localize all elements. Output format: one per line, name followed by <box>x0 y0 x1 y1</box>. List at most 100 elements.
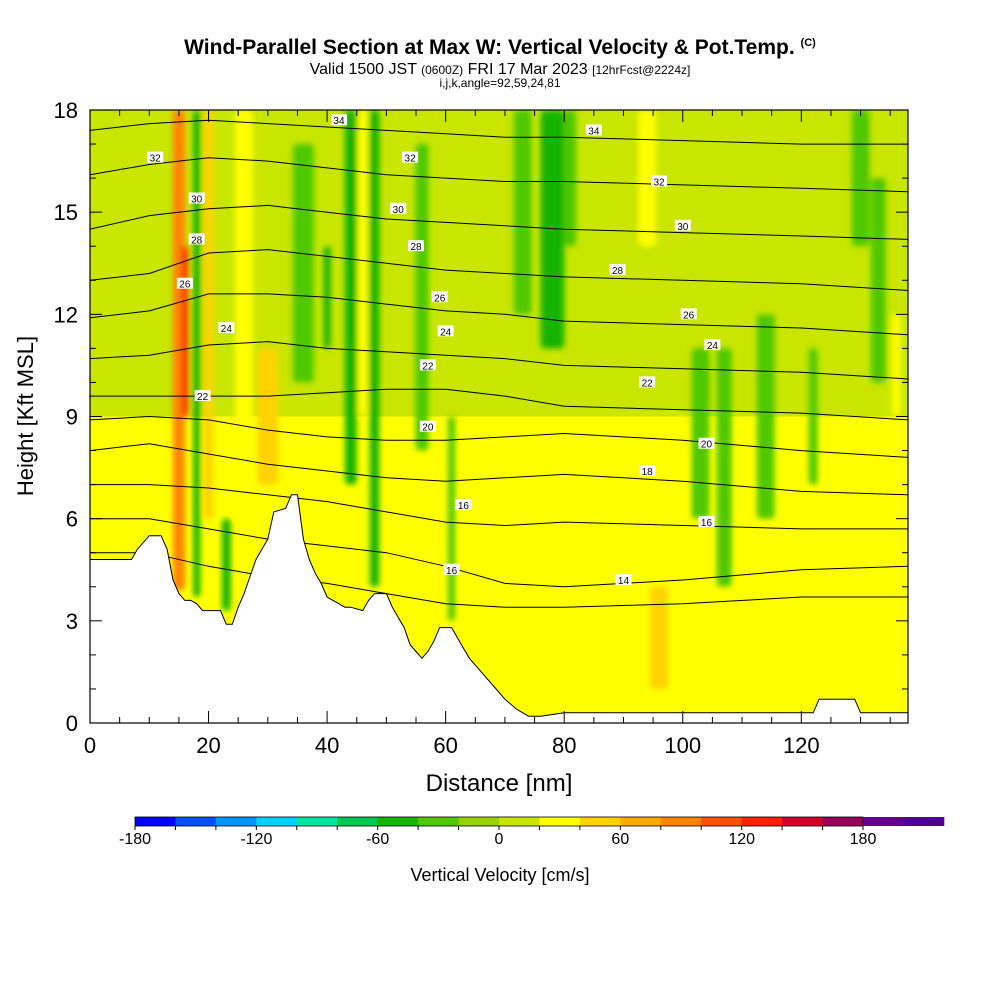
velocity-cell <box>540 110 565 349</box>
theta-contour-30 <box>90 204 908 240</box>
colorbar-swatch <box>782 817 823 826</box>
theta-contour-28 <box>90 249 908 291</box>
contour-label: 30 <box>674 219 691 233</box>
colorbar-tick-label: 120 <box>728 831 755 848</box>
contour-label: 20 <box>698 437 715 451</box>
velocity-cell <box>891 314 901 417</box>
contour-label: 24 <box>704 338 721 352</box>
contour-label: 22 <box>639 376 656 389</box>
contour-label-bg <box>674 219 691 231</box>
velocity-cell <box>650 586 668 689</box>
contour-label-bg <box>402 151 419 163</box>
colorbar-swatch <box>135 817 176 826</box>
colorbar-swatch <box>296 817 338 826</box>
contour-label: 16 <box>443 563 460 577</box>
chart-title: Wind-Parallel Section at Max W: Vertical… <box>184 36 816 59</box>
velocity-cell <box>235 110 254 519</box>
contour-label-bg <box>390 202 407 214</box>
x-axis-title: Distance [nm] <box>426 770 573 797</box>
terrain-shape <box>89 494 909 724</box>
chart-subtitle: Valid 1500 JST (0600Z) FRI 17 Mar 2023 [… <box>309 61 691 78</box>
contour-label-text: 28 <box>410 242 422 253</box>
contour-label-text: 24 <box>707 341 719 352</box>
velocity-cell <box>756 314 775 519</box>
colorbar-swatch <box>418 817 459 826</box>
contour-label-text: 30 <box>677 222 689 233</box>
contour-label: 32 <box>147 151 164 165</box>
contour-label: 34 <box>330 114 347 127</box>
contour-label-text: 16 <box>701 518 713 529</box>
contour-label-text: 30 <box>191 195 203 206</box>
velocity-cell <box>181 246 188 417</box>
velocity-cell <box>513 110 532 315</box>
contour-label: 32 <box>651 175 668 189</box>
contour-label-text: 22 <box>422 361 434 372</box>
contour-label-text: 22 <box>642 378 654 389</box>
contour-label-bg <box>698 516 715 528</box>
colorbar: -180 -120 -60 0 60 120 180 <box>119 816 945 848</box>
contour-label-text: 32 <box>405 154 417 165</box>
colorbar-swatch <box>741 817 783 826</box>
colorbar-swatch <box>215 817 257 826</box>
colorbar-tick-label: -180 <box>119 831 151 848</box>
contour-label-bg <box>419 420 436 432</box>
contour-label: 30 <box>188 192 205 206</box>
theta-contour-16 <box>90 518 908 588</box>
velocity-cell <box>293 144 314 383</box>
colorbar-tick-label: 180 <box>850 831 877 848</box>
colorbar-title: Vertical Velocity [cm/s] <box>410 865 589 885</box>
contour-label-bg <box>147 151 164 163</box>
velocity-cell <box>691 348 710 519</box>
contour-label: 16 <box>698 516 715 529</box>
x-tick-label: 40 <box>315 733 339 758</box>
theta-contours <box>90 119 908 608</box>
contour-label-bg <box>704 338 721 350</box>
colorbar-swatch <box>822 817 864 826</box>
theta-contour-24 <box>90 341 908 380</box>
colorbar-swatch <box>175 817 217 826</box>
contour-label-bg <box>639 464 656 476</box>
velocity-cell <box>448 416 456 621</box>
contour-label: 16 <box>455 499 472 512</box>
velocity-cell <box>193 110 201 597</box>
contour-label-text: 26 <box>179 280 191 291</box>
x-tick-label: 120 <box>783 733 820 758</box>
contour-label: 14 <box>615 573 632 587</box>
contour-label-bg <box>431 291 448 303</box>
contour-label-text: 24 <box>440 327 452 338</box>
contour-label-text: 28 <box>612 266 624 277</box>
contour-label-bg <box>437 325 454 337</box>
contour-label-text: 34 <box>588 126 600 137</box>
y-tick-label: 15 <box>54 200 78 225</box>
axes: 0 20 40 60 80 100 120 0 3 6 9 12 15 18 <box>54 98 909 758</box>
contour-label-bg <box>698 437 715 449</box>
velocity-cell <box>851 110 870 247</box>
velocity-cell <box>716 348 732 587</box>
contour-label-text: 22 <box>197 392 209 403</box>
contour-label: 26 <box>431 291 448 304</box>
copyright-mark: (C) <box>800 37 816 49</box>
velocity-cell <box>204 110 213 519</box>
contour-label: 28 <box>188 233 205 246</box>
contour-label-bg <box>443 563 460 575</box>
contour-label-bg <box>651 175 668 187</box>
contour-label-bg <box>609 264 626 276</box>
contour-label: 34 <box>585 124 602 137</box>
contour-label: 28 <box>609 264 626 277</box>
contour-label: 22 <box>194 390 211 403</box>
theta-contour-32 <box>90 157 908 193</box>
contour-label-bg <box>419 359 436 371</box>
contour-label: 30 <box>390 202 407 216</box>
y-tick-label: 6 <box>66 507 78 532</box>
y-tick-label: 9 <box>66 405 78 430</box>
y-tick-label: 18 <box>54 98 78 123</box>
contour-labels: 32 34 34 32 32 30 30 30 28 28 28 26 26 26 24 24 24 22 22 22… <box>147 114 721 587</box>
velocity-cell <box>564 110 577 247</box>
velocity-cell <box>369 110 380 587</box>
contour-label-text: 14 <box>618 576 630 587</box>
contour-label-text: 16 <box>458 501 470 512</box>
contour-label-bg <box>330 114 347 126</box>
contour-label: 18 <box>639 464 656 478</box>
velocity-cell <box>415 144 429 451</box>
colorbar-swatch <box>499 817 540 826</box>
